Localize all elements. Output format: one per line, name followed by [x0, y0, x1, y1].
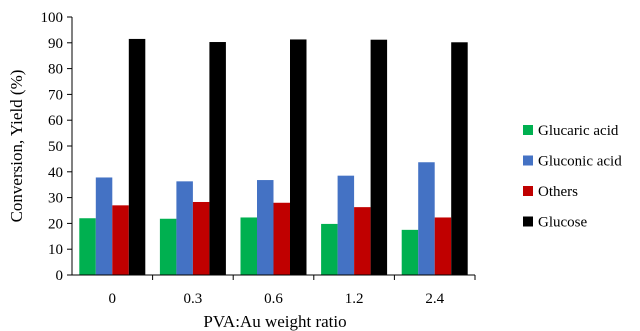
y-axis-label: Conversion, Yield (%)	[7, 70, 26, 223]
bar-others-0	[112, 205, 129, 275]
y-tick-label: 80	[48, 62, 63, 78]
legend-swatch	[523, 125, 533, 135]
x-tick-label: 2.4	[425, 291, 444, 307]
bar-glucose-0.6	[290, 39, 307, 275]
y-tick-label: 70	[48, 87, 63, 103]
y-tick-label: 90	[48, 36, 63, 52]
x-tick-label: 0.3	[184, 291, 203, 307]
legend-label: Others	[538, 184, 578, 200]
legend: Glucaric acid Gluconic acid Others Glucose	[523, 123, 622, 231]
x-tick-label: 0.6	[264, 291, 283, 307]
bar-gluconic-acid-1.2	[337, 175, 355, 275]
y-tick-label: 40	[48, 165, 63, 181]
x-axis-ticks: 0 0.3 0.6 1.2 2.4	[109, 275, 476, 307]
bar-glucose-1.2	[370, 39, 388, 276]
y-tick-label: 0	[56, 268, 64, 284]
bar-glucaric-acid-1.2	[321, 223, 338, 275]
bar-others-0.3	[192, 201, 210, 275]
legend-swatch	[523, 186, 533, 196]
y-tick-label: 50	[48, 139, 63, 155]
plot-area	[79, 38, 468, 276]
bar-others-1.2	[354, 207, 371, 275]
bar-glucaric-acid-0.3	[159, 218, 177, 275]
bar-others-0.6	[273, 202, 290, 275]
bar-gluconic-acid-2.4	[418, 162, 435, 275]
x-tick-label: 0	[109, 291, 117, 307]
x-tick-label: 1.2	[345, 291, 364, 307]
bar-gluconic-acid-0.3	[176, 181, 193, 275]
y-tick-label: 100	[41, 10, 64, 26]
bar-gluconic-acid-0.6	[257, 180, 274, 275]
x-axis-label: PVA:Au weight ratio	[203, 312, 346, 331]
bar-glucose-0	[128, 38, 146, 276]
bar-glucaric-acid-2.4	[401, 229, 419, 275]
bar-others-2.4	[434, 217, 452, 275]
y-axis-ticks: 0 10 20 30 40 50 60 70 80 90 100	[41, 10, 72, 284]
legend-label: Glucaric acid	[538, 123, 619, 139]
y-tick-label: 60	[48, 113, 63, 129]
y-tick-label: 10	[48, 242, 63, 258]
y-tick-label: 20	[48, 216, 63, 232]
bar-gluconic-acid-0	[95, 177, 113, 275]
bar-glucose-0.3	[209, 42, 226, 275]
bar-glucaric-acid-0	[79, 218, 96, 275]
y-tick-label: 30	[48, 191, 63, 207]
bar-glucaric-acid-0.6	[240, 217, 257, 275]
legend-swatch	[523, 155, 533, 166]
bar-glucose-2.4	[451, 42, 468, 276]
legend-swatch	[523, 216, 533, 227]
legend-label: Glucose	[538, 215, 587, 231]
legend-label: Gluconic acid	[538, 154, 622, 170]
